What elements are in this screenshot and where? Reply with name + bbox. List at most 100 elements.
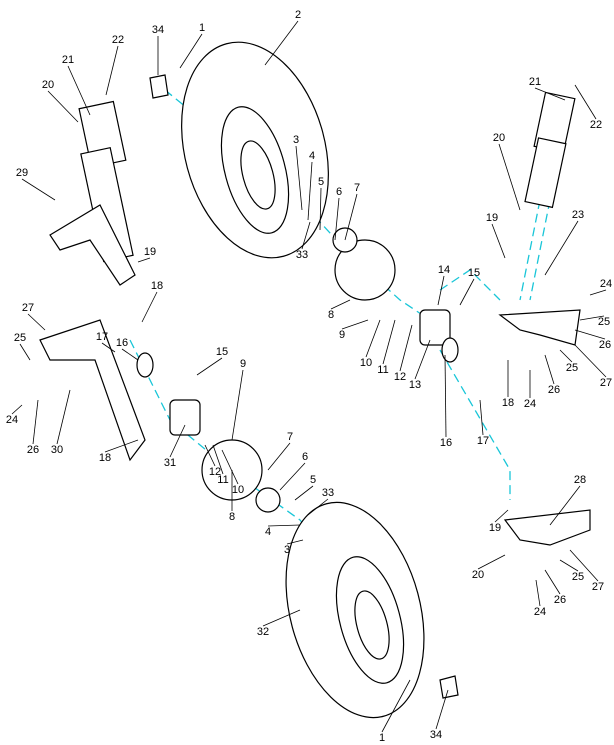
leader-line: [381, 679, 411, 733]
leader-line: [32, 399, 39, 445]
callout-number: 22: [112, 34, 124, 46]
leader-line: [414, 339, 431, 380]
callout-number: 26: [548, 384, 560, 396]
leader-line: [399, 324, 413, 372]
leader-line: [569, 549, 599, 582]
callout-number: 28: [574, 474, 586, 486]
leader-line: [549, 485, 581, 526]
leader-line: [67, 65, 91, 116]
leader-line: [382, 319, 396, 365]
leader-line: [262, 609, 301, 627]
callout-number: 33: [322, 487, 334, 499]
leader-line: [101, 342, 116, 353]
callout-number: 6: [302, 451, 308, 463]
leader-line: [544, 220, 579, 276]
leader-line: [544, 354, 555, 385]
callout-number: 20: [472, 569, 484, 581]
callout-number: 14: [438, 264, 450, 276]
leader-line: [437, 275, 445, 306]
callout-number: 26: [599, 339, 611, 351]
callout-number: 27: [592, 581, 604, 593]
leader-line: [479, 399, 484, 436]
leader-line: [105, 45, 119, 96]
leader-line: [141, 291, 158, 323]
callout-number: 12: [394, 371, 406, 383]
callout-number: 25: [572, 571, 584, 583]
callout-number: 9: [240, 358, 246, 370]
callout-number: 24: [534, 606, 546, 618]
callout-number: 27: [600, 377, 612, 389]
callout-number: 12: [209, 466, 221, 478]
leader-line: [330, 299, 351, 310]
callout-number: 26: [554, 594, 566, 606]
leader-line: [574, 329, 606, 340]
leader-line: [301, 221, 311, 250]
leader-line: [307, 498, 329, 516]
callout-number: 20: [42, 79, 54, 91]
callout-number: 32: [257, 626, 269, 638]
leader-line: [264, 20, 299, 66]
callout-number: 17: [477, 435, 489, 447]
callout-number: 17: [96, 331, 108, 343]
leader-line: [279, 462, 306, 491]
callout-number: 18: [151, 280, 163, 292]
callout-number: 9: [339, 329, 345, 341]
leader-line: [204, 444, 216, 467]
leader-line: [104, 439, 139, 453]
callout-number: 33: [296, 249, 308, 261]
leader-line: [231, 369, 244, 441]
leader-line: [21, 178, 56, 201]
callout-number: 24: [6, 414, 18, 426]
leader-line: [212, 444, 224, 475]
leader-line: [295, 145, 303, 211]
callout-number: 4: [309, 150, 315, 162]
leader-line: [137, 257, 151, 263]
leader-line: [286, 539, 304, 545]
callout-number: 24: [600, 278, 612, 290]
leader-line: [579, 315, 605, 321]
callout-number: 1: [379, 732, 385, 744]
callout-number: 16: [116, 337, 128, 349]
callout-number: 30: [51, 444, 63, 456]
leader-line: [334, 197, 340, 241]
callout-number: 5: [318, 176, 324, 188]
callout-number: 23: [572, 209, 584, 221]
leader-line: [344, 193, 358, 241]
shock-right: [524, 91, 576, 209]
callout-number: 10: [360, 357, 372, 369]
leader-line: [56, 389, 71, 445]
callout-number: 26: [27, 444, 39, 456]
callout-number: 13: [409, 379, 421, 391]
wheel-lower: [285, 501, 425, 719]
leader-line: [294, 485, 314, 501]
leader-line: [319, 187, 322, 231]
leader-line: [307, 161, 313, 221]
callout-number: 3: [284, 544, 290, 556]
callout-number: 8: [229, 511, 235, 523]
callout-number: 1: [199, 22, 205, 34]
callout-number: 3: [293, 134, 299, 146]
callout-number: 8: [328, 309, 334, 321]
leader-line: [559, 559, 579, 572]
leader-line: [589, 289, 607, 296]
callout-number: 34: [430, 729, 442, 741]
leader-line: [267, 524, 301, 527]
callout-number: 4: [265, 526, 271, 538]
leader-line: [574, 84, 597, 120]
callout-number: 22: [590, 119, 602, 131]
callout-number: 18: [502, 397, 514, 409]
callout-number: 18: [99, 452, 111, 464]
callout-number: 7: [287, 431, 293, 443]
callout-number: 21: [62, 54, 74, 66]
leader-line: [435, 689, 449, 730]
leader-line: [534, 87, 566, 101]
leader-line: [27, 313, 46, 331]
leader-line: [544, 569, 561, 595]
leader-line: [19, 343, 31, 361]
callout-number: 19: [144, 246, 156, 258]
leader-line: [559, 349, 573, 363]
leader-line: [494, 509, 509, 523]
leader-line: [221, 449, 239, 485]
